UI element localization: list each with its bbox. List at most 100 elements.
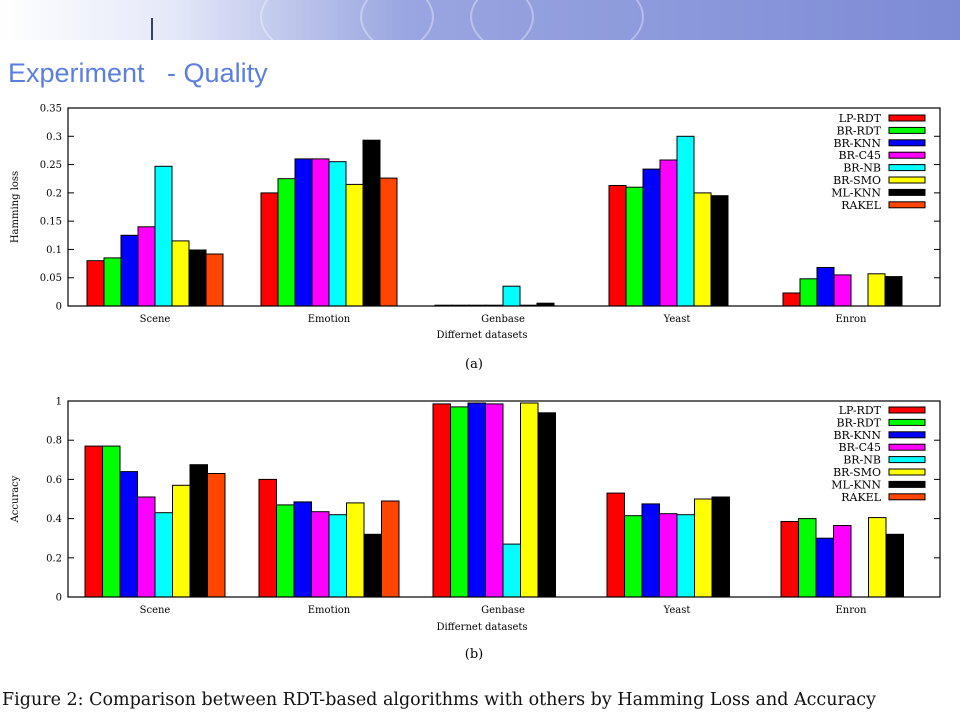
- bar-yeast-br-c45: [659, 159, 678, 307]
- bar-scene-br-smo: [172, 484, 191, 598]
- bar-yeast-br-nb: [676, 135, 695, 307]
- x-tick-label-genbase: Genbase: [481, 314, 525, 325]
- bar-scene-lp-rdt: [84, 445, 103, 598]
- bar-yeast-ml-knn: [711, 496, 730, 598]
- y-tick-label: 0.3: [46, 132, 62, 143]
- bar-enron-br-rdt: [798, 518, 817, 598]
- bar-enron-ml-knn: [884, 276, 903, 307]
- x-tick-label-enron: Enron: [836, 314, 868, 325]
- bar-yeast-br-nb: [676, 514, 695, 598]
- panel-label: (a): [465, 357, 483, 372]
- legend-label-br-c45: BR-C45: [839, 441, 882, 454]
- y-tick-label: 0.1: [46, 245, 62, 256]
- legend-label-ml-knn: ML-KNN: [831, 478, 881, 491]
- bar-emotion-br-rdt: [276, 504, 295, 598]
- bar-emotion-br-nb: [328, 161, 347, 307]
- x-tick-label-emotion: Emotion: [308, 314, 351, 325]
- bar-scene-br-rdt: [102, 445, 121, 598]
- bar-yeast-br-knn: [642, 168, 661, 307]
- bar-enron-lp-rdt: [780, 521, 799, 598]
- header-banner: [0, 0, 960, 40]
- panel-label: (b): [465, 647, 483, 662]
- bar-enron-lp-rdt: [782, 292, 801, 307]
- y-tick-label: 0.25: [40, 160, 62, 171]
- y-tick-label: 0: [56, 302, 62, 313]
- legend-swatch-br-nb: [888, 164, 926, 172]
- y-axis-title: Accuracy: [10, 475, 21, 523]
- bar-yeast-br-smo: [693, 192, 712, 307]
- legend-label-br-smo: BR-SMO: [833, 174, 881, 187]
- x-tick-label-emotion: Emotion: [308, 605, 351, 616]
- x-tick-label-yeast: Yeast: [663, 314, 691, 325]
- plot-frame: [67, 107, 941, 307]
- x-axis-title: Differnet datasets: [436, 622, 527, 633]
- bar-yeast-br-rdt: [625, 186, 644, 307]
- bar-emotion-br-smo: [346, 502, 365, 598]
- legend-label-br-nb: BR-NB: [843, 454, 881, 467]
- accuracy-chart: Scene Emotion Genbase Yeast Enron 0 0.2 0.4 0.6 0…: [10, 397, 941, 662]
- x-tick-label-scene: Scene: [140, 314, 171, 325]
- legend-swatch-lp-rdt: [888, 114, 926, 122]
- y-axis-title: Hamming loss: [10, 171, 21, 243]
- bar-scene-br-c45: [137, 226, 156, 307]
- legend-swatch-br-knn: [888, 431, 926, 439]
- legend-label-ml-knn: ML-KNN: [831, 186, 881, 199]
- legend-label-br-c45: BR-C45: [839, 149, 882, 162]
- bar-yeast-ml-knn: [710, 195, 729, 307]
- bar-genbase-br-knn: [467, 402, 486, 598]
- bar-enron-br-knn: [815, 537, 834, 598]
- y-tick-label: 0.8: [46, 436, 62, 447]
- y-tick-label: 0.35: [40, 104, 62, 115]
- bar-yeast-br-knn: [641, 503, 660, 598]
- legend-label-lp-rdt: LP-RDT: [839, 404, 882, 417]
- legend-label-br-nb: BR-NB: [843, 162, 881, 175]
- x-tick-label-genbase: Genbase: [481, 605, 525, 616]
- bar-scene-br-knn: [119, 471, 138, 598]
- bar-yeast-lp-rdt: [606, 492, 625, 598]
- plot-frame: [67, 400, 941, 598]
- bar-genbase-lp-rdt: [432, 403, 451, 598]
- bar-enron-br-smo: [868, 517, 887, 598]
- bar-enron-br-rdt: [799, 278, 818, 307]
- bar-emotion-lp-rdt: [260, 192, 279, 307]
- bar-enron-br-knn: [816, 267, 835, 307]
- bar-emotion-br-c45: [311, 158, 330, 307]
- bar-emotion-br-nb: [328, 514, 347, 598]
- legend-label-br-rdt: BR-RDT: [836, 124, 881, 137]
- legend-swatch-br-smo: [888, 176, 926, 184]
- bar-emotion-rakel: [379, 177, 398, 307]
- bar-emotion-rakel: [381, 500, 400, 598]
- bar-enron-br-smo: [867, 273, 886, 307]
- y-tick-label: 1: [56, 397, 62, 408]
- banner-divider: [151, 18, 153, 40]
- bar-scene-lp-rdt: [86, 260, 105, 307]
- bar-scene-ml-knn: [188, 249, 207, 307]
- legend-label-br-knn: BR-KNN: [833, 137, 881, 150]
- legend-label-lp-rdt: LP-RDT: [839, 112, 882, 125]
- bar-emotion-br-smo: [345, 183, 364, 307]
- legend-swatch-br-nb: [888, 456, 926, 464]
- legend-label-rakel: RAKEL: [841, 199, 881, 212]
- legend-swatch-rakel: [888, 201, 926, 209]
- x-tick-label-yeast: Yeast: [663, 605, 691, 616]
- bar-emotion-lp-rdt: [258, 478, 277, 598]
- legend-label-br-rdt: BR-RDT: [836, 416, 881, 429]
- hamming-loss-chart: Scene Emotion Genbase Yeast Enron 0 0.05 0.1 0.1…: [10, 104, 941, 372]
- bar-yeast-br-c45: [659, 513, 678, 598]
- bar-scene-ml-knn: [189, 464, 208, 598]
- y-tick-label: 0.05: [40, 273, 62, 284]
- y-tick-label: 0.4: [46, 514, 62, 525]
- legend-swatch-ml-knn: [888, 188, 926, 196]
- legend-swatch-br-smo: [888, 468, 926, 476]
- bar-scene-br-rdt: [103, 257, 122, 307]
- bar-scene-br-knn: [120, 234, 139, 307]
- legend-label-br-smo: BR-SMO: [833, 466, 881, 479]
- bar-genbase-br-c45: [485, 403, 504, 598]
- legend-swatch-lp-rdt: [888, 406, 926, 414]
- bar-scene-rakel: [205, 253, 224, 307]
- bar-scene-br-nb: [154, 512, 173, 598]
- bar-scene-br-c45: [137, 496, 156, 598]
- slide-title: Experiment - Quality: [8, 58, 268, 88]
- x-tick-label-scene: Scene: [140, 605, 171, 616]
- bar-yeast-br-smo: [694, 498, 713, 598]
